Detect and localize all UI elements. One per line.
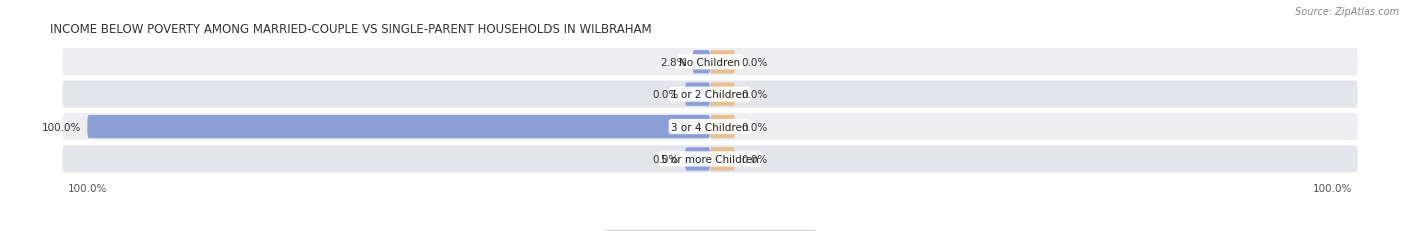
Text: 3 or 4 Children: 3 or 4 Children: [671, 122, 749, 132]
Text: Source: ZipAtlas.com: Source: ZipAtlas.com: [1295, 7, 1399, 17]
FancyBboxPatch shape: [710, 83, 735, 106]
FancyBboxPatch shape: [710, 116, 735, 139]
FancyBboxPatch shape: [87, 116, 710, 139]
Text: 5 or more Children: 5 or more Children: [661, 154, 759, 164]
FancyBboxPatch shape: [693, 51, 710, 74]
FancyBboxPatch shape: [710, 51, 735, 74]
Text: 1 or 2 Children: 1 or 2 Children: [671, 90, 749, 100]
FancyBboxPatch shape: [62, 146, 1358, 173]
Text: No Children: No Children: [679, 58, 741, 67]
Text: 2.8%: 2.8%: [659, 58, 686, 67]
FancyBboxPatch shape: [685, 148, 710, 171]
Text: 100.0%: 100.0%: [42, 122, 82, 132]
Text: 0.0%: 0.0%: [652, 90, 679, 100]
FancyBboxPatch shape: [62, 49, 1358, 76]
Legend: Married Couples, Single Parents: Married Couples, Single Parents: [603, 230, 817, 231]
FancyBboxPatch shape: [62, 81, 1358, 108]
Text: 0.0%: 0.0%: [741, 154, 768, 164]
Text: INCOME BELOW POVERTY AMONG MARRIED-COUPLE VS SINGLE-PARENT HOUSEHOLDS IN WILBRAH: INCOME BELOW POVERTY AMONG MARRIED-COUPL…: [49, 23, 651, 36]
FancyBboxPatch shape: [62, 113, 1358, 140]
FancyBboxPatch shape: [710, 148, 735, 171]
Text: 0.0%: 0.0%: [741, 90, 768, 100]
Text: 0.0%: 0.0%: [741, 122, 768, 132]
Text: 0.0%: 0.0%: [652, 154, 679, 164]
Text: 0.0%: 0.0%: [741, 58, 768, 67]
FancyBboxPatch shape: [685, 83, 710, 106]
